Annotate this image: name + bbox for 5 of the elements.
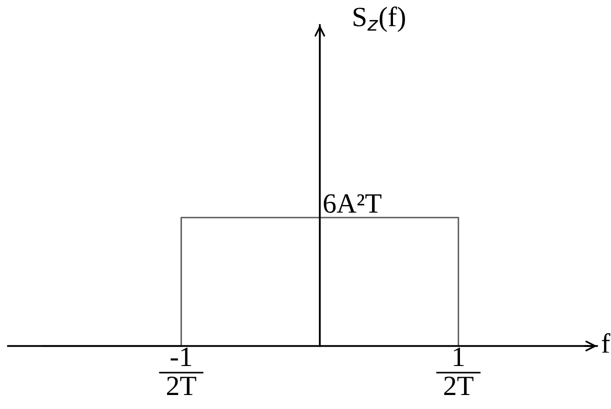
text: S$_{z}$(f) <box>354 6 405 32</box>
x-tick-label: -1 2T <box>167 348 196 396</box>
annotation: 6A²T <box>324 194 382 213</box>
x-axis-title: f <box>602 333 610 353</box>
x-tick-label: 1 2T <box>444 348 474 396</box>
